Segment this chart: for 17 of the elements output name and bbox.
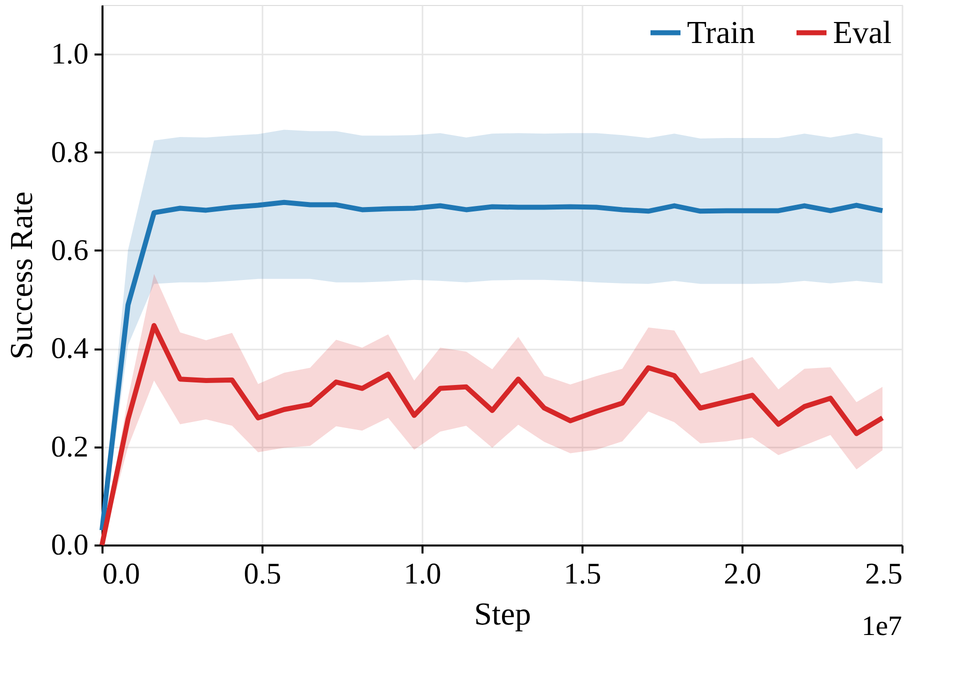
y-tick-label: 0.0 [51, 528, 88, 562]
y-tick-label: 0.2 [51, 430, 88, 464]
x-tick-label: 2.5 [865, 558, 902, 590]
x-tick-label: 1.5 [564, 558, 602, 590]
legend-label: Train [687, 14, 756, 50]
y-axis-title: Success Rate [3, 192, 39, 360]
x-tick-label: 0.0 [102, 558, 140, 590]
text: 1e7 [862, 611, 902, 642]
x-axis-title: Step [474, 596, 531, 632]
x-tick-label: 0.5 [244, 558, 282, 590]
y-tick-label: 0.4 [51, 332, 88, 366]
y-tick-label: 0.8 [51, 136, 88, 169]
x-tick-label: 2.0 [724, 558, 762, 590]
y-tick-label: 1.0 [51, 38, 88, 71]
legend-label: Eval [833, 14, 892, 50]
x-tick-label: 1.0 [404, 558, 442, 590]
y-tick-label: 0.6 [51, 234, 88, 267]
